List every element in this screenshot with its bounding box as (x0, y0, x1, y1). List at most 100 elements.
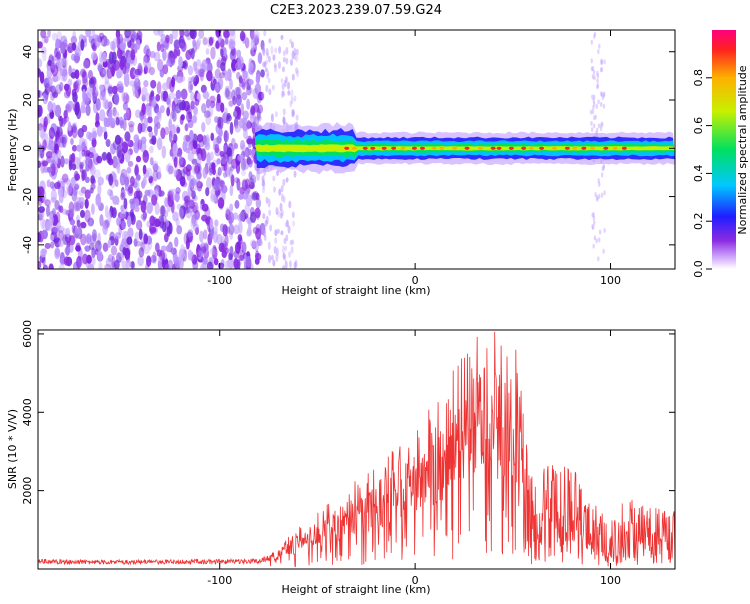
spectrogram-cell (191, 115, 197, 123)
spectrogram-cell (245, 255, 252, 268)
spectrogram-cell (208, 37, 214, 46)
spectrogram-cell (95, 112, 100, 125)
spectrogram-cell (239, 30, 246, 42)
spectrogram-cell (246, 98, 251, 110)
spectrogram-cell (200, 84, 207, 94)
spectrogram-cell (183, 100, 190, 112)
spectrogram-cell (116, 68, 123, 79)
spectrogram-cell (156, 249, 163, 257)
spectrogram-cell (160, 33, 167, 44)
spectrogram-cell (50, 241, 55, 249)
spectrogram-cell (215, 40, 220, 49)
spectrogram-cell (237, 234, 243, 242)
spectrogram-cell (81, 169, 85, 182)
spectrogram-cell (240, 139, 246, 150)
spectrogram-cell (269, 224, 273, 232)
spectrogram-cell (227, 256, 234, 269)
spectrogram-cell (107, 84, 114, 97)
spectrogram-cell (183, 232, 189, 245)
spectrogram-cell (70, 72, 76, 79)
spectrogram-cell (603, 59, 606, 65)
spectrogram-cell (290, 89, 294, 98)
spectrogram-cell (142, 176, 147, 187)
spectrogram-cell (55, 211, 61, 224)
spectrogram-cell (143, 117, 148, 129)
spectrogram-cell (108, 110, 113, 123)
spectrogram-cell (213, 178, 221, 192)
spectrogram-cell (206, 62, 213, 74)
spectrogram-cell (173, 48, 178, 59)
spectrogram-cell (178, 156, 184, 166)
spectrogram-cell (92, 91, 97, 104)
spectrogram-cell (175, 187, 181, 195)
spectrogram-cell (124, 149, 131, 163)
spectrogram-cell (285, 47, 289, 55)
spectrogram-cell (138, 247, 145, 258)
spectrogram-cell (87, 152, 94, 159)
spectrogram-cell (110, 245, 118, 256)
spectrogram-cell (110, 143, 117, 155)
spectrogram-cell (597, 99, 600, 105)
spectrogram-cell (600, 172, 604, 178)
spectrogram-cell (44, 242, 51, 250)
spectrogram-cell (191, 163, 199, 176)
spectrogram-cell (250, 174, 257, 185)
spectrogram-cell (125, 93, 130, 104)
spectrogram-cell (293, 53, 297, 60)
spectrogram-cell (291, 109, 295, 117)
spectrogram-cell (596, 196, 599, 202)
spectrogram-cell (46, 179, 51, 188)
spectrogram-cell (237, 154, 244, 162)
spectrogram-cell (96, 125, 103, 137)
spectrogram-cell (235, 162, 241, 174)
spectrogram-cell (248, 159, 253, 168)
spectrogram-cell (602, 248, 605, 254)
spectrogram-cell (158, 215, 164, 222)
spectrogram-cell (283, 79, 287, 88)
spectrogram-cell (280, 193, 284, 202)
spectrogram-cell (91, 256, 96, 266)
spectrogram-cell (184, 123, 189, 132)
spectrogram-peak (521, 146, 527, 150)
spectrogram-cell (55, 84, 62, 95)
spectrogram-cell (263, 235, 267, 241)
spectrogram-cell (224, 71, 229, 82)
spectrogram-cell (171, 123, 176, 137)
spectrogram-cell (201, 203, 209, 212)
spectrogram-cell (594, 114, 597, 120)
spectrogram-cell (210, 188, 217, 201)
spectrogram-cell (279, 211, 283, 219)
spectrogram-cell (70, 153, 76, 167)
spectrogram-cell (223, 129, 228, 143)
spectrogram-cell (256, 115, 262, 122)
spectrogram-cell (195, 227, 199, 236)
spectrogram-cell (201, 103, 207, 114)
spectrogram-peak (351, 146, 357, 150)
spectrogram-cell (251, 31, 255, 44)
spectrogram-cell (212, 246, 218, 260)
spectrogram-cell (108, 158, 114, 166)
spectrogram-cell (146, 255, 152, 267)
snr-line-chart (38, 331, 675, 568)
spectrogram-cell (164, 209, 169, 218)
spectrogram-cell (224, 107, 228, 116)
spectrogram-cell (134, 75, 139, 83)
spectrogram-cell (98, 262, 103, 269)
spectrogram-cell (205, 187, 210, 197)
spectrogram-cell (226, 146, 232, 157)
spectrogram-cell (47, 30, 51, 38)
spectrogram-cell (182, 166, 188, 175)
spectrogram-cell (151, 135, 157, 146)
spectrogram-cell (82, 69, 86, 79)
spectrogram-cell (57, 186, 64, 198)
spectrogram-cell (105, 138, 111, 148)
spectrogram-cell (225, 90, 233, 101)
spectrogram-cell (229, 121, 234, 135)
spectrogram-cell (276, 170, 280, 176)
spectrogram-cell (281, 66, 285, 73)
spectrogram-cell (260, 69, 265, 78)
spectrogram-cell (266, 52, 270, 59)
spectrogram-cell (49, 181, 55, 189)
spectrogram-cell (85, 30, 92, 38)
spectrogram-peak (431, 146, 437, 150)
